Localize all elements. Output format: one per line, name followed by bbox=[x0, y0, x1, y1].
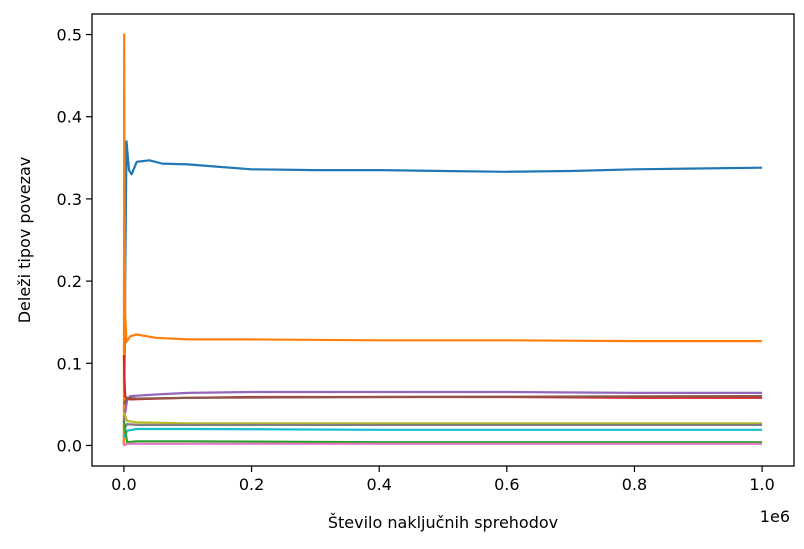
axes-frame bbox=[91, 13, 795, 467]
series-line-5 bbox=[122, 395, 763, 405]
series-line-10 bbox=[123, 442, 763, 447]
y-tick-label: 0.2 bbox=[57, 272, 82, 291]
x-axis-label: Število naključnih sprehodov bbox=[328, 513, 558, 532]
x-offset-label: 1e6 bbox=[760, 507, 790, 526]
y-ticks: 0.0 0.1 0.2 0.3 0.4 0.5 bbox=[57, 26, 92, 455]
x-ticks: 0.0 0.2 0.4 0.6 0.8 1.0 bbox=[111, 466, 775, 494]
x-tick-label: 0.8 bbox=[622, 475, 647, 494]
series-line-2 bbox=[122, 33, 763, 446]
series-line-6 bbox=[122, 412, 763, 425]
series-line-8 bbox=[122, 427, 763, 438]
series-line-9 bbox=[122, 420, 763, 444]
x-tick-label: 0.6 bbox=[494, 475, 519, 494]
y-tick-label: 0.1 bbox=[57, 354, 82, 373]
series-line-7 bbox=[122, 423, 763, 430]
y-tick-label: 0.0 bbox=[57, 436, 82, 455]
y-tick-label: 0.5 bbox=[57, 26, 82, 45]
x-tick-label: 1.0 bbox=[749, 475, 774, 494]
x-tick-label: 0.2 bbox=[239, 475, 264, 494]
plot-area bbox=[122, 33, 763, 447]
x-tick-label: 0.4 bbox=[366, 475, 391, 494]
y-tick-label: 0.3 bbox=[57, 190, 82, 209]
y-tick-label: 0.4 bbox=[57, 108, 82, 127]
series-line-1 bbox=[122, 140, 763, 446]
x-tick-label: 0.0 bbox=[111, 475, 136, 494]
y-axis-label: Deleži tipov povezav bbox=[15, 157, 34, 324]
